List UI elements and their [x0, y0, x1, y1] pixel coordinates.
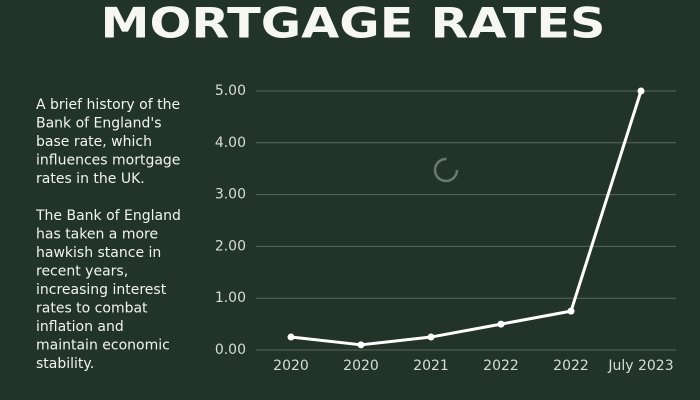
x-tick-label: 2020 [273, 358, 309, 374]
description-line: inflation and [36, 319, 124, 335]
y-tick-label: 5.00 [215, 83, 246, 99]
y-tick-label: 1.00 [215, 290, 246, 306]
x-tick-label: July 2023 [607, 358, 673, 374]
x-tick-label: 2022 [483, 358, 519, 374]
y-tick-label: 3.00 [215, 187, 246, 203]
y-tick-label: 4.00 [215, 135, 246, 151]
point [357, 341, 365, 349]
description-line: base rate, which [36, 134, 152, 150]
line [290, 90, 643, 347]
description-line: stability. [36, 356, 94, 372]
description-line: hawkish stance in [36, 245, 161, 261]
chart-title: MORTGAGE RATES [101, 0, 606, 48]
x-tick-label: 2022 [553, 358, 589, 374]
description-line: influences mortgage [36, 153, 180, 169]
description-line: increasing interest [36, 282, 167, 298]
loading-spinner [433, 157, 459, 183]
y-tick-label: 2.00 [215, 238, 246, 254]
point [637, 87, 645, 95]
description-line: rates in the UK. [36, 171, 145, 187]
x-tick-label: 2021 [413, 358, 449, 374]
x-tick-label: 2020 [343, 358, 379, 374]
point [287, 333, 295, 341]
point [427, 333, 435, 341]
point [567, 307, 575, 315]
description-line: maintain economic [36, 338, 170, 354]
description-line: rates to combat [36, 301, 148, 317]
point [497, 320, 505, 328]
y-tick-label: 0.00 [215, 342, 246, 358]
description-line: The Bank of England [35, 208, 181, 224]
description-line: A brief history of the [36, 97, 180, 113]
description-line: has taken a more [36, 227, 158, 243]
description-line: Bank of England's [36, 116, 162, 132]
description-line: recent years, [36, 264, 128, 280]
